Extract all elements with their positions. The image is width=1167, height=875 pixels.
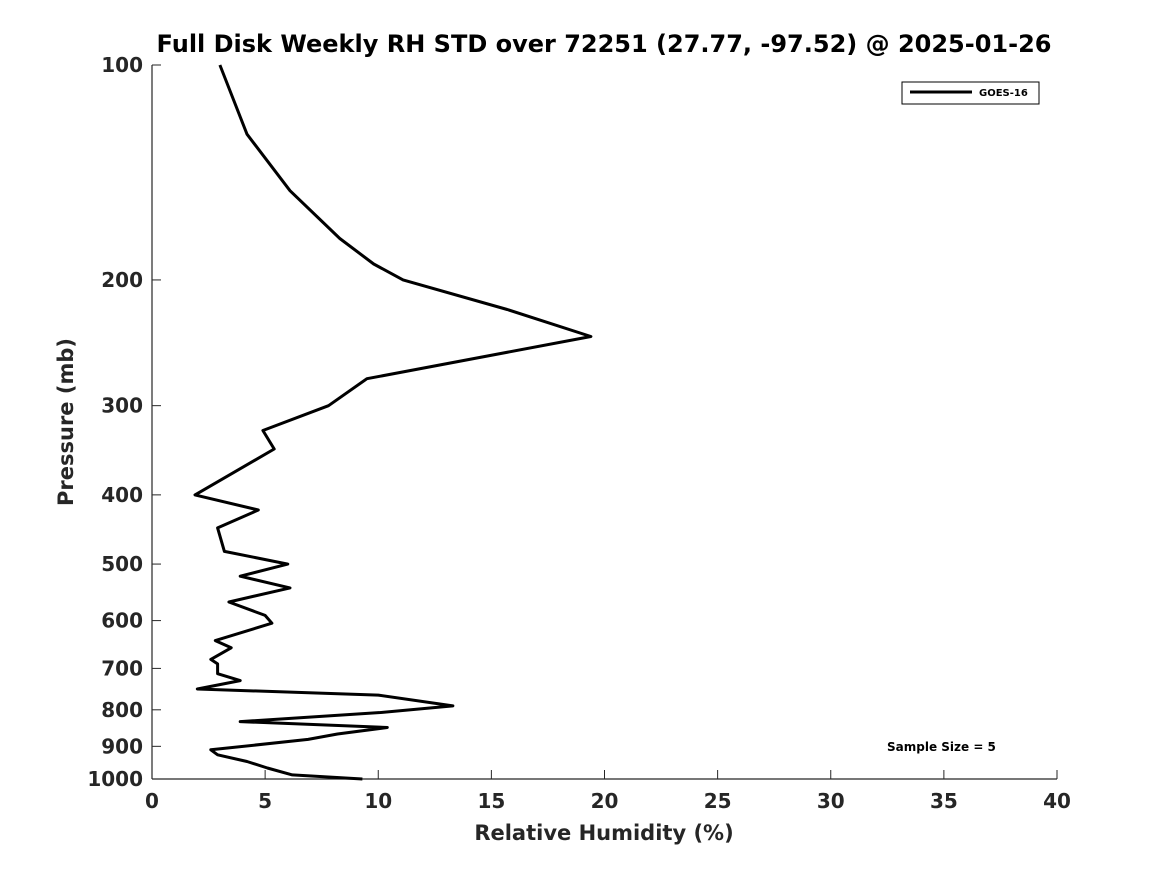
y-tick-label: 100 — [101, 53, 143, 77]
y-tick-label: 900 — [101, 734, 143, 758]
x-tick-label: 40 — [1043, 789, 1071, 813]
x-tick-label: 20 — [591, 789, 619, 813]
y-tick-label: 700 — [101, 656, 143, 680]
y-tick-label: 800 — [101, 698, 143, 722]
x-ticks: 0 5 10 15 20 25 30 35 40 — [145, 770, 1071, 813]
y-tick-label: 500 — [101, 552, 143, 576]
x-tick-label: 35 — [930, 789, 958, 813]
y-tick-label: 300 — [101, 394, 143, 418]
x-tick-label: 5 — [258, 789, 272, 813]
x-tick-label: 25 — [704, 789, 732, 813]
x-tick-label: 0 — [145, 789, 159, 813]
y-tick-label: 400 — [101, 483, 143, 507]
x-tick-label: 30 — [817, 789, 845, 813]
y-axis-label: Pressure (mb) — [54, 338, 78, 506]
x-tick-label: 10 — [364, 789, 392, 813]
y-tick-label: 200 — [101, 268, 143, 292]
sample-size-annotation: Sample Size = 5 — [887, 740, 996, 754]
x-tick-label: 15 — [477, 789, 505, 813]
chart-title: Full Disk Weekly RH STD over 72251 (27.7… — [157, 30, 1052, 58]
series-line-goes16 — [193, 64, 593, 781]
y-ticks: 100 200 300 400 500 600 700 800 900 1000 — [87, 53, 161, 791]
y-tick-label: 1000 — [87, 767, 143, 791]
x-axis-label: Relative Humidity (%) — [474, 821, 733, 845]
y-tick-label: 600 — [101, 609, 143, 633]
legend-entry-goes16: GOES-16 — [979, 88, 1028, 99]
legend: GOES-16 — [901, 81, 1040, 105]
